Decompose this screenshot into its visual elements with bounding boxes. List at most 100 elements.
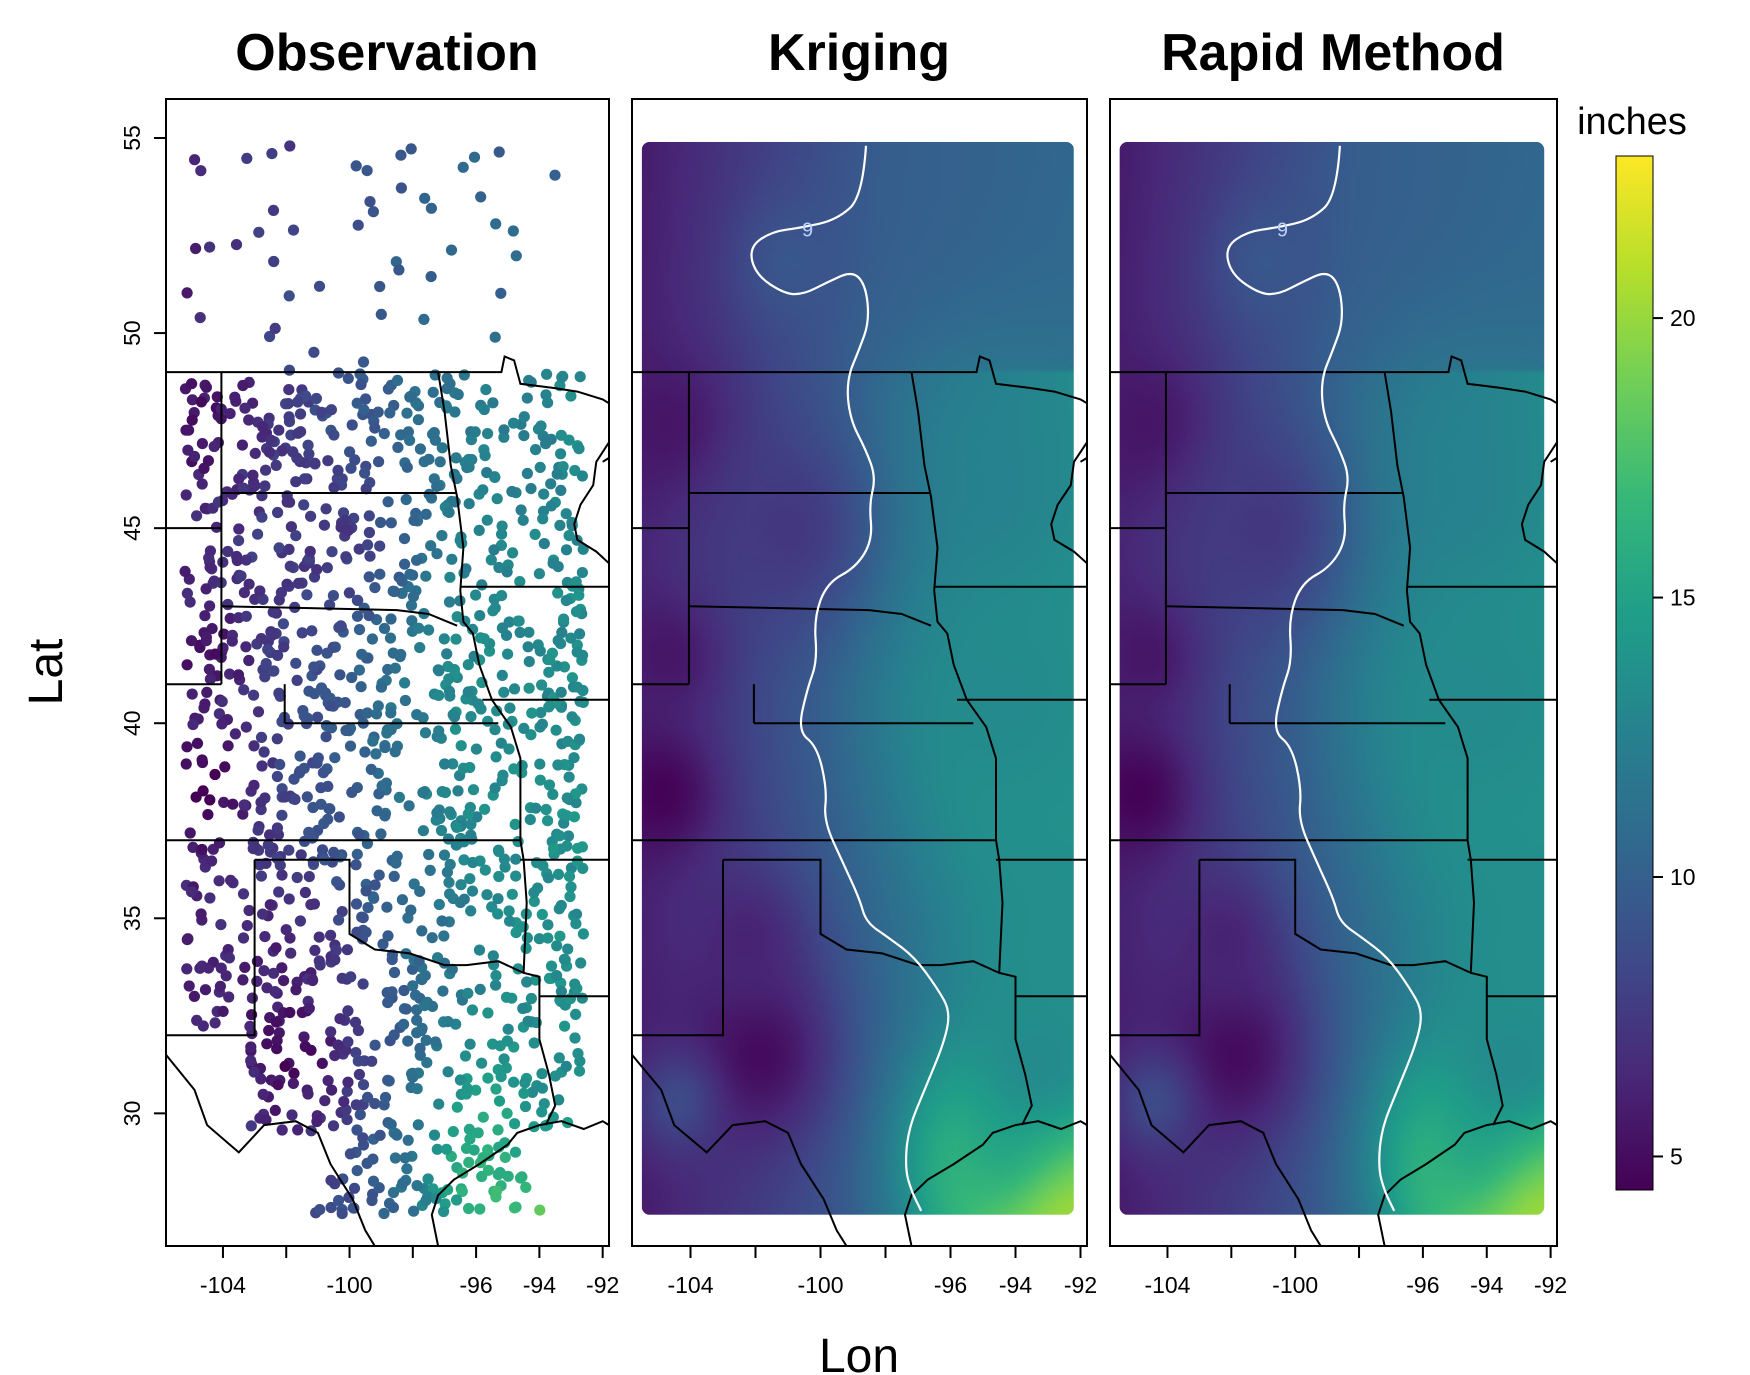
station-point: [294, 915, 306, 927]
station-point: [226, 635, 238, 647]
station-point: [523, 626, 535, 638]
station-point: [462, 808, 474, 820]
station-point: [252, 528, 264, 540]
station-point: [510, 1201, 522, 1213]
station-point: [402, 1035, 414, 1047]
station-point: [301, 791, 313, 803]
station-point: [399, 558, 411, 570]
station-point: [510, 870, 522, 882]
station-point: [188, 450, 201, 463]
station-point: [529, 528, 541, 541]
station-point: [346, 419, 358, 431]
station-point: [316, 1057, 328, 1069]
station-point: [270, 459, 282, 471]
station-point: [196, 478, 208, 490]
station-point: [439, 758, 451, 770]
station-point: [509, 1146, 522, 1158]
station-point: [256, 490, 268, 502]
station-point: [211, 391, 223, 403]
x-tick-label: -94: [523, 1272, 556, 1298]
station-point: [507, 225, 519, 237]
station-point: [204, 673, 216, 685]
station-point: [353, 624, 366, 636]
state-boundary-line: [1110, 859, 1201, 1037]
colorbar: inches 5 10 15 20: [1577, 101, 1696, 1191]
station-point: [181, 963, 193, 975]
station-point: [334, 1013, 346, 1025]
station-point: [442, 1066, 454, 1078]
x-tick-label: -100: [1272, 1272, 1318, 1298]
station-point: [384, 632, 397, 644]
station-point: [441, 648, 453, 660]
station-point: [249, 480, 261, 492]
station-point: [536, 1068, 548, 1080]
station-point: [402, 426, 414, 438]
station-point: [359, 467, 371, 479]
station-point: [243, 904, 255, 917]
station-point: [443, 673, 455, 685]
station-point: [553, 1052, 565, 1064]
station-point: [257, 421, 269, 433]
station-point: [284, 140, 296, 152]
station-point: [470, 589, 482, 601]
station-point: [509, 818, 521, 831]
station-point: [342, 1076, 354, 1088]
station-point: [318, 519, 330, 531]
station-point: [191, 510, 203, 522]
station-point: [554, 830, 566, 842]
station-point: [558, 613, 570, 625]
station-point: [329, 954, 341, 966]
station-point: [213, 837, 226, 849]
station-point: [350, 898, 363, 910]
station-point: [442, 1016, 454, 1028]
state-boundary-line: [1520, 441, 1557, 565]
station-point: [325, 1026, 337, 1038]
station-point: [395, 182, 407, 194]
station-point: [387, 1187, 400, 1199]
station-point: [565, 632, 577, 644]
station-point: [180, 489, 192, 501]
station-point: [345, 971, 357, 983]
station-point: [388, 1029, 400, 1041]
station-point: [278, 975, 290, 987]
station-point: [315, 406, 327, 418]
station-point: [568, 752, 580, 764]
station-point: [510, 250, 522, 262]
colorbar-tick-label: 10: [1670, 864, 1696, 890]
station-point: [315, 682, 328, 694]
station-point: [273, 424, 285, 436]
station-point: [393, 264, 405, 276]
station-point: [237, 932, 250, 944]
station-point: [395, 648, 407, 661]
station-point: [455, 740, 467, 752]
station-point: [501, 566, 513, 578]
station-point: [385, 613, 397, 625]
station-point: [444, 888, 456, 900]
station-point: [438, 633, 450, 645]
station-point: [577, 696, 589, 709]
station-point: [259, 671, 271, 683]
station-point: [521, 976, 533, 988]
station-point: [260, 658, 272, 670]
x-tick-label: -92: [1064, 1272, 1097, 1298]
station-point: [260, 464, 272, 476]
station-point: [379, 810, 391, 822]
station-point: [375, 681, 387, 693]
station-point: [478, 403, 490, 416]
station-point: [461, 462, 473, 474]
station-point: [333, 811, 345, 823]
station-point: [276, 962, 288, 974]
station-point: [363, 526, 375, 539]
station-point: [279, 1060, 291, 1072]
station-point: [454, 1074, 466, 1086]
station-point: [288, 1067, 300, 1079]
station-point: [186, 688, 198, 700]
station-point: [258, 965, 270, 977]
station-point: [404, 568, 416, 580]
station-point: [248, 779, 260, 791]
station-point: [426, 932, 438, 944]
station-point: [550, 724, 562, 736]
station-point: [417, 787, 429, 799]
station-point: [533, 568, 546, 580]
station-point: [441, 383, 453, 395]
